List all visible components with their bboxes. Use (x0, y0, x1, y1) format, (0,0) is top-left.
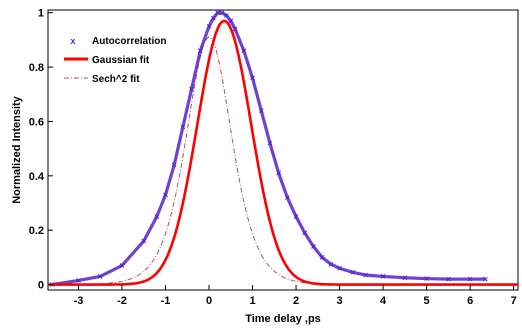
x-tick-label: 2 (293, 295, 299, 307)
gaussian-fit-line (48, 19, 518, 286)
autocorrelation-point (350, 269, 355, 275)
autocorrelation-point (171, 162, 177, 168)
autocorrelation-point (228, 18, 234, 24)
x-tick-label: 0 (206, 295, 212, 307)
autocorrelation-point (189, 86, 194, 92)
x-tick-label: 6 (467, 295, 473, 307)
autocorrelation-point (232, 26, 238, 32)
autocorrelation-point (483, 276, 488, 282)
x-tick-label: -3 (74, 295, 84, 307)
plot-area (47, 9, 519, 291)
autocorrelation-point (224, 13, 229, 18)
autocorrelation-point (215, 10, 221, 16)
autocorrelation-point (319, 255, 325, 260)
autocorrelation-point (258, 108, 264, 113)
y-axis-label: Normalized Intensity (11, 95, 23, 203)
y-tick-label: 0.4 (29, 171, 45, 183)
autocorrelation-point (241, 48, 247, 54)
autocorrelation-point (446, 276, 451, 282)
autocorrelation-point (219, 10, 225, 16)
y-tick-label: 0.2 (29, 225, 44, 237)
x-tick-label: 4 (380, 295, 387, 307)
autocorrelation-point (206, 23, 212, 29)
sech2-fit-line (48, 36, 518, 286)
legend-label-sech2: Sech^2 fit (92, 74, 140, 85)
autocorrelation-point (302, 230, 308, 236)
autocorrelation-point (328, 261, 334, 267)
autocorrelation-point (163, 192, 168, 198)
autocorrelation-point (467, 276, 473, 282)
legend: x Autocorrelation Gaussian fit Sech^2 fi… (64, 36, 166, 85)
y-tick-label: 1 (38, 8, 44, 20)
autocorrelation-point (424, 276, 429, 281)
autocorrelation-point (250, 75, 255, 81)
autocorrelation-point (97, 274, 103, 279)
x-tick-label: -2 (117, 295, 127, 307)
curves (48, 11, 518, 287)
y-ticks: 0 0.2 0.4 0.6 0.8 1 (29, 8, 53, 292)
autocorrelation-point (276, 170, 282, 176)
y-tick-label: 0.8 (29, 62, 44, 74)
y-tick-label: 0 (38, 280, 44, 292)
autocorrelation-trace (52, 11, 486, 287)
autocorrelation-point (363, 272, 369, 278)
autocorrelation-point (293, 214, 299, 219)
legend-label-gaussian: Gaussian fit (92, 55, 150, 66)
autocorrelation-point (141, 238, 147, 244)
autocorrelation-point (76, 278, 81, 283)
plot-frame (47, 9, 519, 291)
y-tick-label: 0.6 (29, 116, 44, 128)
autocorrelation-point (154, 214, 160, 219)
autocorrelation-point (402, 275, 408, 281)
autocorrelation-point (284, 195, 290, 200)
autocorrelation-point (211, 15, 216, 21)
autocorrelation-point (119, 263, 125, 268)
autocorrelation-markers (49, 10, 488, 287)
x-tick-label: 1 (249, 295, 255, 307)
autocorrelation-point (197, 48, 203, 54)
autocorrelation-point (267, 140, 273, 146)
x-tick-label: 5 (424, 295, 430, 307)
autocorrelation-point (337, 265, 342, 271)
x-tick-label: 7 (511, 295, 517, 307)
x-tick-label: 3 (337, 295, 343, 307)
autocorrelation-point (311, 244, 316, 249)
x-tick-label: -1 (161, 295, 171, 307)
autocorrelation-point (380, 274, 386, 279)
legend-label-autocorrelation: Autocorrelation (92, 36, 166, 47)
x-ticks: -3 -2 -1 0 1 2 3 4 5 6 7 (74, 285, 517, 307)
legend-marker-autocorrelation: x (70, 36, 75, 46)
autocorrelation-point (180, 124, 186, 130)
x-axis-label: Time delay ,ps (245, 313, 321, 325)
